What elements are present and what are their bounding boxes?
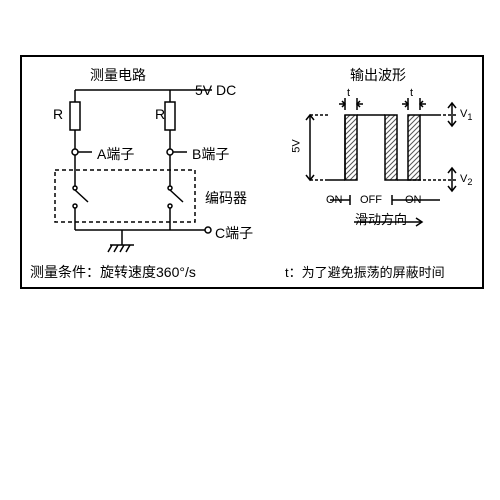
v1-label: V1 [460,108,472,122]
v2-label: V2 [460,173,472,187]
note-label: t：为了避免振荡的屏蔽时间 [285,262,445,281]
off-label: OFF [360,194,382,206]
waveform-title: 输出波形 [350,65,406,85]
t-right-label: t [410,87,413,99]
on1-label: ON [326,194,343,206]
condition-label: 测量条件：旋转速度360°/s [30,262,196,282]
on2-label: ON [405,194,422,206]
supply-label: 5V DC [195,82,236,98]
encoder-label: 编码器 [205,188,247,208]
r-right-label: R [155,106,165,122]
t-left-label: t [347,87,350,99]
v1-sub: 1 [467,112,472,122]
c-terminal-label: C端子 [215,223,253,243]
r-left-label: R [53,106,63,122]
b-terminal-label: B端子 [192,144,229,164]
v2-sub: 2 [467,177,472,187]
direction-label: 滑动方向 [355,209,407,228]
circuit-title: 测量电路 [90,65,146,85]
v-axis-label: 5V [291,139,303,152]
a-terminal-label: A端子 [97,144,134,164]
